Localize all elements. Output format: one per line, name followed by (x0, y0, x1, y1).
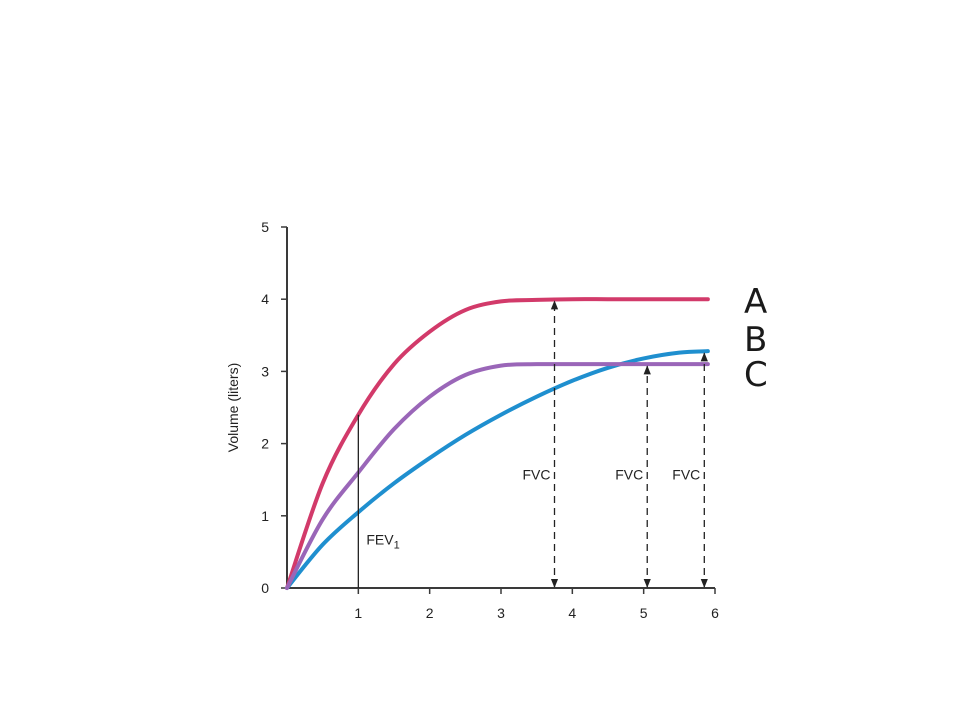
series-lines (285, 297, 710, 590)
x-tick-label: 2 (426, 605, 434, 621)
y-axis-label: Volume (liters) (225, 363, 241, 452)
curve-letter-a: A (744, 282, 767, 322)
tick-labels: 0 1 2 3 4 5 1 2 3 4 5 6 (261, 219, 719, 621)
x-tick-label: 1 (354, 605, 362, 621)
x-tick-label: 3 (497, 605, 505, 621)
x-tick-label: 6 (711, 605, 719, 621)
series-line-c (285, 362, 710, 590)
y-tick-label: 2 (261, 436, 269, 452)
fvc-label: FVC (672, 467, 700, 483)
curve-letters: ABC (744, 282, 768, 395)
fev1-label: FEV1 (366, 532, 399, 552)
fvc-label: FVC (523, 467, 551, 483)
x-tick-label: 5 (640, 605, 648, 621)
fvc-label: FVC (615, 467, 643, 483)
curve-letter-b: B (744, 320, 767, 360)
fev1-label-subscript: 1 (394, 540, 400, 552)
fev1-label-main: FEV (366, 532, 394, 548)
series-line-b (285, 349, 710, 590)
axes (286, 227, 715, 589)
series-line-a (285, 297, 710, 590)
annotations: FEV1 FVC FVC FVC (357, 300, 708, 588)
y-tick-label: 0 (261, 580, 269, 596)
y-tick-label: 3 (261, 363, 269, 379)
y-tick-label: 1 (261, 508, 269, 524)
x-tick-label: 4 (568, 605, 576, 621)
curve-letter-c: C (744, 355, 768, 395)
y-tick-label: 4 (261, 291, 269, 307)
y-tick-label: 5 (261, 219, 269, 235)
